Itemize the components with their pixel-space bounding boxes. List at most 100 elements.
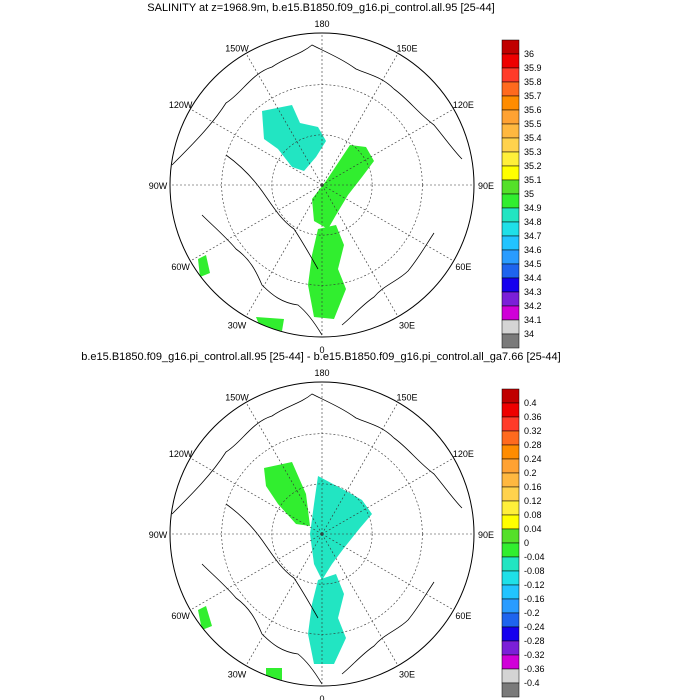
colorbar-cell	[501, 444, 520, 460]
colorbar-cell	[501, 207, 520, 223]
shaded-region	[200, 293, 226, 311]
latitude-circle	[271, 483, 373, 585]
meridian-line	[190, 457, 323, 535]
colorbar-cell	[501, 598, 520, 614]
colorbar-cell	[501, 500, 520, 516]
meridian-line	[321, 457, 454, 535]
shaded-region	[312, 145, 374, 229]
longitude-label: 90W	[149, 181, 168, 191]
colorbar-tick-label: 34	[524, 329, 534, 339]
colorbar-tick-label: 0.12	[524, 496, 542, 506]
longitude-label: 120E	[453, 100, 474, 110]
colorbar-tick-label: -0.2	[524, 608, 540, 618]
coastline	[341, 232, 435, 326]
longitude-label: 30W	[228, 669, 247, 679]
colorbar-tick-label: 0.4	[524, 398, 537, 408]
meridian-line	[321, 402, 399, 535]
colorbar-cell	[501, 319, 520, 335]
coastline	[201, 214, 323, 336]
colorbar-tick-label: 0.28	[524, 440, 542, 450]
colorbar-tick-label: 34.2	[524, 301, 542, 311]
colorbar-tick-label: 34.6	[524, 245, 542, 255]
shaded-region	[264, 462, 310, 526]
longitude-label: 150E	[396, 44, 417, 54]
bottom-plot-title: b.e15.B1850.f09_g16.pi_control.all.95 [2…	[81, 351, 561, 363]
colorbar-cell	[501, 528, 520, 544]
longitude-label: 120W	[169, 449, 193, 459]
meridian-line	[321, 184, 399, 317]
longitude-label: 120W	[169, 100, 193, 110]
colorbar-cell	[501, 472, 520, 488]
colorbar-cell	[501, 291, 520, 307]
longitude-label: 90W	[149, 530, 168, 540]
meridian-line	[245, 533, 323, 666]
longitude-label: 90E	[478, 530, 494, 540]
shaded-region	[262, 105, 326, 171]
longitude-label: 90E	[478, 181, 494, 191]
colorbar-tick-label: 0.36	[524, 412, 542, 422]
colorbar-tick-label: -0.36	[524, 664, 545, 674]
colorbar-cell	[501, 402, 520, 418]
colorbar-cell	[501, 137, 520, 153]
colorbar-tick-label: 35.4	[524, 133, 542, 143]
colorbar-cell	[501, 584, 520, 600]
coastline	[171, 393, 463, 515]
latitude-circle	[271, 134, 373, 236]
colorbar-tick-label: -0.16	[524, 594, 545, 604]
colorbar-cell	[501, 249, 520, 265]
longitude-label: 60W	[171, 611, 190, 621]
colorbar-cell	[501, 430, 520, 446]
coastline	[201, 563, 323, 685]
longitude-label: 30E	[399, 320, 415, 330]
colorbar-tick-label: 35.2	[524, 161, 542, 171]
coastline	[341, 581, 435, 675]
colorbar-tick-label: 36	[524, 49, 534, 59]
colorbar-tick-label: 35.1	[524, 175, 542, 185]
colorbar-tick-label: -0.12	[524, 580, 545, 590]
longitude-label: 30E	[399, 669, 415, 679]
top-plot-title: SALINITY at z=1968.9m, b.e15.B1850.f09_g…	[147, 2, 495, 14]
colorbar-tick-label: 0.24	[524, 454, 542, 464]
colorbar-tick-label: 34.8	[524, 217, 542, 227]
longitude-label: 0	[319, 345, 324, 355]
bottom-polar-map: 180 150E 120E 90E 60E 30E 0 30W 60W 90W 120W 150W 0.…	[149, 368, 545, 700]
colorbar-tick-label: 0.16	[524, 482, 542, 492]
colorbar-cell	[501, 95, 520, 111]
colorbar-cell	[501, 109, 520, 125]
colorbar-tick-label: 34.1	[524, 315, 542, 325]
shaded-region	[198, 255, 210, 277]
colorbar-tick-label: 35.3	[524, 147, 542, 157]
longitude-label: 0	[319, 694, 324, 700]
colorbar-cell	[501, 612, 520, 628]
map-area	[170, 33, 474, 337]
colorbar-cell	[501, 640, 520, 656]
colorbar-tick-label: -0.04	[524, 552, 545, 562]
colorbar-cell	[501, 556, 520, 572]
colorbar-cell	[501, 123, 520, 139]
colorbar-tick-label: 0.04	[524, 524, 542, 534]
meridian-line	[321, 533, 399, 666]
colorbar-tick-label: 35.5	[524, 119, 542, 129]
colorbar-cell	[501, 458, 520, 474]
shaded-region	[308, 574, 346, 664]
colorbar-tick-label: 34.9	[524, 203, 542, 213]
longitude-label: 60W	[171, 262, 190, 272]
meridian-line	[245, 53, 323, 186]
longitude-label: 150E	[396, 393, 417, 403]
meridian-line	[245, 184, 323, 317]
colorbar-tick-label: 0.32	[524, 426, 542, 436]
colorbar-tick-label: 35.9	[524, 63, 542, 73]
colorbar-tick-label: -0.24	[524, 622, 545, 632]
meridian-line	[190, 108, 323, 186]
colorbar-tick-label: 0.08	[524, 510, 542, 520]
coastline	[171, 44, 463, 166]
longitude-label: 60E	[455, 262, 471, 272]
meridian-line	[245, 402, 323, 535]
longitude-label: 60E	[455, 611, 471, 621]
map-boundary	[169, 32, 475, 338]
longitude-label: 30W	[228, 320, 247, 330]
colorbar-cell	[501, 570, 520, 586]
colorbar-cell	[501, 626, 520, 642]
top-polar-map: 180 150E 120E 90E 60E 30E 0 30W 60W 90W 120W 150W 36…	[149, 19, 542, 355]
